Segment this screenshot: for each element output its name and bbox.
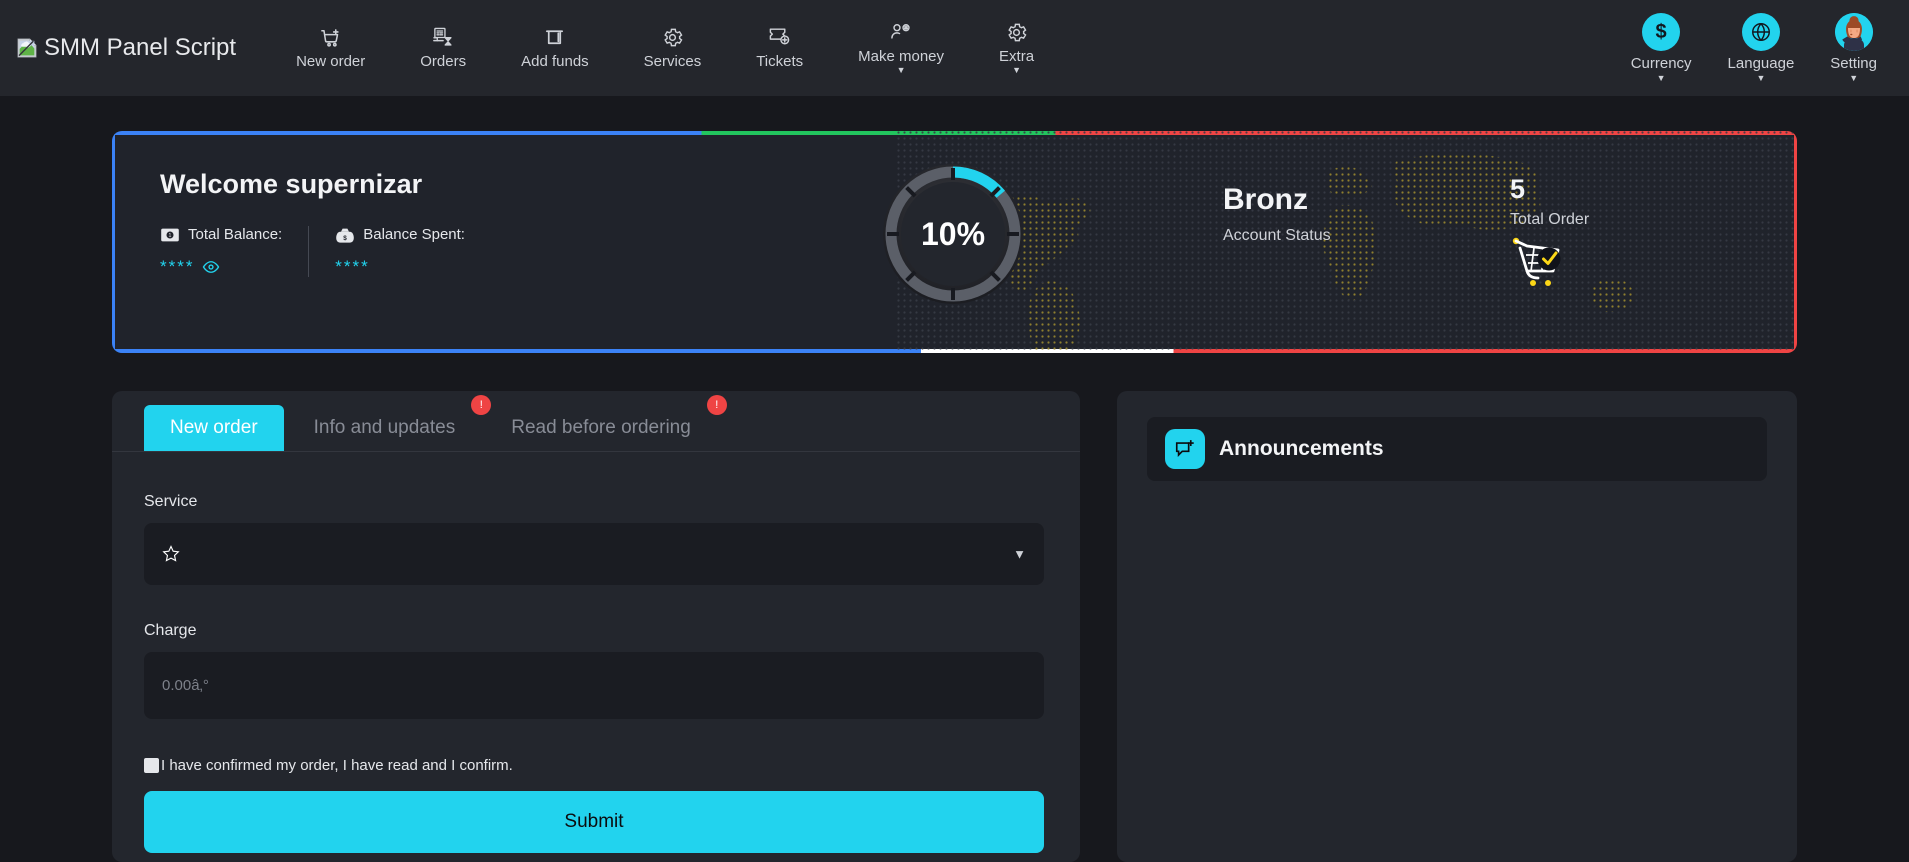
- svg-text:1: 1: [169, 233, 172, 239]
- svg-text:$: $: [343, 235, 347, 242]
